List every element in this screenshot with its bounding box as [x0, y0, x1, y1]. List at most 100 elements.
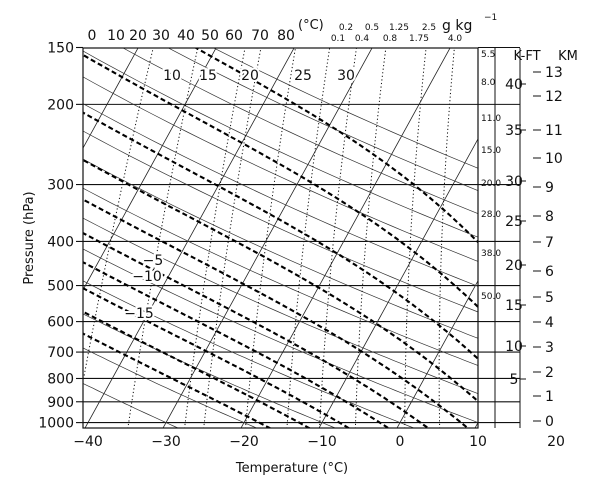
dry-adiabat	[83, 50, 478, 238]
temperature-tick-label: −40	[73, 434, 103, 450]
potential-temperature-label: 30	[152, 28, 170, 44]
dry-adiabat	[122, 48, 478, 214]
mixing-ratio-line	[438, 48, 455, 428]
moist-adiabat	[83, 261, 391, 428]
diagram-frame	[76, 46, 541, 429]
dry-adiabat	[83, 383, 179, 428]
mixing-ratio-scale-label: 5.5	[481, 50, 495, 60]
mixing-ratio-label: 4.0	[448, 34, 463, 44]
km-label: 0	[545, 414, 554, 430]
pressure-label: 150	[47, 41, 74, 57]
mixing-ratio-label: 0.8	[383, 34, 398, 44]
mixing-ratio-scale-label: 50.0	[481, 292, 501, 302]
moist-adiabat-label: 15	[199, 68, 217, 84]
potential-temperature-label: 20	[129, 28, 147, 44]
km-label: 2	[545, 365, 554, 381]
km-scale-title: KM	[558, 49, 578, 64]
potential-temperature-label: 80	[277, 28, 295, 44]
km-label: 11	[545, 123, 563, 139]
temperature-tick-label: −30	[151, 434, 181, 450]
mixing-ratio-line	[480, 48, 489, 433]
kft-label: 5	[510, 372, 519, 388]
pressure-label: 300	[47, 178, 74, 194]
dry-adiabat	[83, 347, 258, 428]
isotherm	[396, 279, 478, 428]
kft-label: 35	[505, 123, 523, 139]
isotherm	[162, 48, 373, 428]
potential-temperature-unit: (°C)	[298, 18, 324, 33]
kft-scale-title: K-FT	[513, 49, 540, 64]
dry-adiabat	[83, 217, 478, 394]
mixing-ratio-label: 0.2	[339, 23, 353, 33]
mixing-ratio-scale-label: 38.0	[481, 249, 501, 259]
mixing-ratio-line	[354, 48, 387, 428]
potential-temperature-label: 10	[107, 28, 125, 44]
kft-label: 20	[505, 258, 523, 274]
moist-adiabat-label: 20	[241, 68, 259, 84]
mixing-ratio-scale-label: 15.0	[481, 146, 501, 156]
km-label: 12	[545, 89, 563, 105]
plot-border	[82, 47, 479, 429]
mixing-ratio-line	[244, 48, 296, 428]
dry-adiabat	[83, 76, 478, 262]
moist-adiabat-label: 30	[337, 68, 355, 84]
temperature-tick-label: 20	[547, 434, 565, 450]
dry-adiabat	[83, 313, 337, 428]
potential-temperature-label: 50	[201, 28, 219, 44]
kft-label: 25	[505, 214, 523, 230]
potential-temperature-label: 40	[177, 28, 195, 44]
isotherm	[83, 48, 139, 149]
mixing-ratio-line	[319, 48, 357, 428]
temperature-tick-label: −20	[229, 434, 259, 450]
moist-adiabat-label: −5	[143, 253, 164, 269]
mixing-ratio-label: 0.1	[331, 34, 345, 44]
dry-adiabat	[83, 130, 478, 313]
isotherm	[84, 48, 295, 428]
mixing-ratio-line	[184, 48, 246, 428]
dry-adiabat	[83, 187, 478, 366]
mixing-ratio-label: 0.5	[365, 23, 379, 33]
mixing-ratio-scale-label: 8.0	[481, 78, 496, 88]
pressure-label: 200	[47, 97, 74, 113]
dry-adiabat	[83, 103, 478, 287]
km-label: 1	[545, 389, 554, 405]
mixing-ratio-unit: g kg	[442, 18, 472, 34]
mixing-ratio-label: 0.4	[355, 34, 370, 44]
km-label: 6	[545, 264, 554, 280]
dry-adiabat	[167, 48, 478, 192]
km-label: 13	[545, 65, 563, 81]
temperature-tick-label: 10	[469, 434, 487, 450]
moist-adiabat	[194, 48, 478, 244]
moist-adiabat	[83, 310, 312, 428]
mixing-ratio-label: 1.75	[409, 34, 429, 44]
x-axis-title: Temperature (°C)	[235, 461, 348, 476]
isotherm	[83, 48, 217, 291]
temperature-tick-label: −10	[307, 434, 337, 450]
pressure-label: 1000	[38, 416, 74, 432]
mixing-ratio-line	[286, 48, 331, 428]
moist-adiabat	[83, 111, 478, 361]
mixing-ratio-line	[83, 48, 154, 385]
isotherm	[318, 138, 478, 428]
potential-temperature-label: 0	[88, 28, 97, 44]
mixing-ratio-line	[127, 48, 199, 428]
moist-adiabat	[83, 198, 470, 428]
mixing-ratio-scale-label: 20.0	[481, 179, 501, 189]
km-label: 10	[545, 151, 563, 167]
mixing-ratio-label: 1.25	[389, 23, 409, 33]
kft-label: 30	[505, 174, 523, 190]
pressure-label: 500	[47, 279, 74, 295]
isotherm	[474, 421, 478, 428]
km-label: 3	[545, 340, 554, 356]
temperature-tick-label: 0	[396, 434, 405, 450]
km-label: 8	[545, 209, 554, 225]
diagram-grid	[83, 48, 489, 433]
moist-adiabat	[83, 332, 272, 428]
pressure-label: 800	[47, 371, 74, 387]
moist-adiabat-label: 10	[163, 68, 181, 84]
km-label: 7	[545, 235, 554, 251]
dry-adiabat	[83, 248, 478, 423]
mixing-ratio-scale-label: 28.0	[481, 210, 501, 220]
potential-temperature-label: 60	[225, 28, 243, 44]
